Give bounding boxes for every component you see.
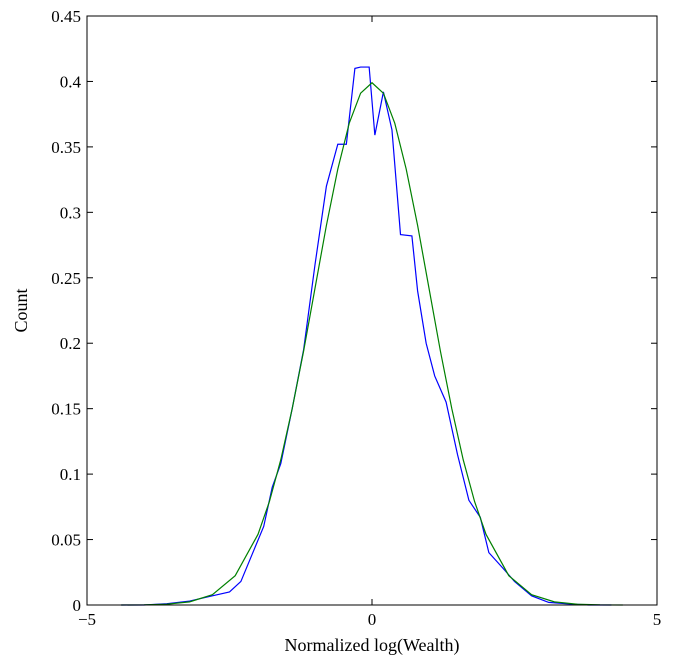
- y-tick-label: 0.35: [51, 138, 81, 157]
- y-tick-label: 0.45: [51, 7, 81, 26]
- series-line-2: [121, 81, 623, 606]
- y-tick-label: 0.25: [51, 269, 81, 288]
- series-line-1: [121, 66, 612, 606]
- plot-lines: [121, 66, 623, 606]
- y-tick-label: 0.2: [60, 334, 81, 353]
- y-tick-label: 0.05: [51, 531, 81, 550]
- y-tick-label: 0.15: [51, 400, 81, 419]
- tick-labels: −5 0 500.050.10.150.20.250.30.350.40.45: [51, 7, 661, 629]
- y-tick-label: 0.4: [60, 72, 82, 91]
- x-tick-label: 5: [653, 610, 662, 629]
- y-tick-label: 0.3: [60, 203, 81, 222]
- x-axis-label: Normalized log(Wealth): [285, 635, 460, 656]
- x-tick-label: −5: [78, 610, 96, 629]
- y-tick-label: 0.1: [60, 465, 81, 484]
- axis-ticks: [86, 15, 658, 606]
- x-tick-label: 0: [368, 610, 377, 629]
- y-tick-label: 0: [73, 596, 82, 615]
- y-axis-label: Count: [11, 288, 31, 332]
